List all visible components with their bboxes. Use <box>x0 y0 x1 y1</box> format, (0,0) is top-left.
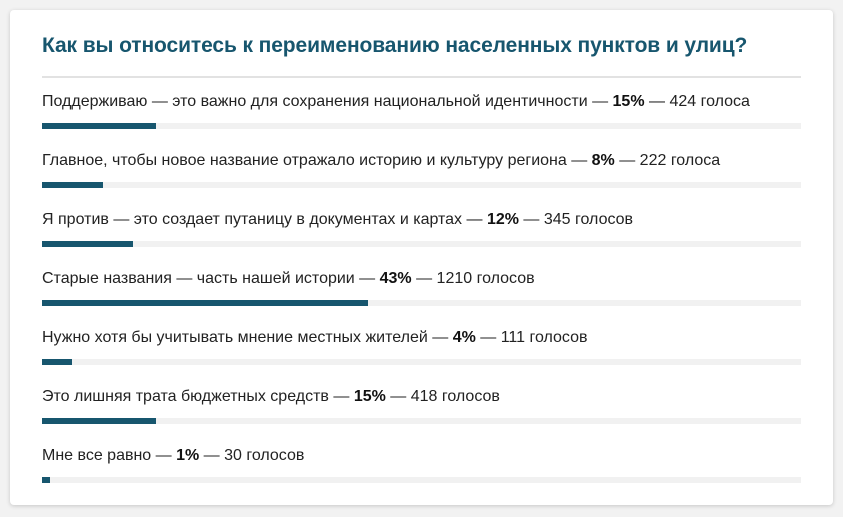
poll-option-votes: 424 голоса <box>669 93 750 110</box>
poll-question: Как вы относитесь к переименованию насел… <box>42 34 748 57</box>
poll-option-label: Это лишняя трата бюджетных средств <box>42 388 329 405</box>
poll-option: Старые названия — часть нашей истории — … <box>42 267 801 326</box>
poll-option-text: Главное, чтобы новое название отражало и… <box>42 152 721 169</box>
poll-option-bar-track <box>42 182 801 188</box>
poll-option-bar-track <box>42 418 801 424</box>
poll-option-bar-fill <box>42 241 134 247</box>
poll-option-bar-fill <box>42 477 50 483</box>
poll-option: Я против — это создает путаницу в докуме… <box>42 208 801 267</box>
poll-option-votes: 111 голосов <box>500 329 588 346</box>
poll-option-text: Мне все равно — 1% — 30 голосов <box>42 447 305 464</box>
poll-option-text: Я против — это создает путаницу в докуме… <box>42 211 634 228</box>
poll-option-percent: 1% <box>176 447 200 464</box>
poll-option-bar-fill <box>42 123 156 129</box>
poll-option-label: Нужно хотя бы учитывать мнение местных ж… <box>42 329 428 346</box>
poll-option-text: Поддерживаю — это важно для сохранения н… <box>42 93 750 110</box>
poll-options-list: Поддерживаю — это важно для сохранения н… <box>42 90 801 503</box>
poll-option-bar-track <box>42 241 801 247</box>
poll-option-label: Старые названия — часть нашей истории <box>42 270 355 287</box>
poll-results-card: Как вы относитесь к переименованию насел… <box>10 10 833 505</box>
poll-option-label: Поддерживаю — это важно для сохранения н… <box>42 93 588 110</box>
poll-option-label: Главное, чтобы новое название отражало и… <box>42 152 567 169</box>
poll-option-bar-fill <box>42 182 103 188</box>
poll-option-label: Я против — это создает путаницу в докуме… <box>42 211 463 228</box>
poll-option-bar-track <box>42 477 801 483</box>
poll-option-votes: 222 голоса <box>639 152 721 169</box>
poll-option-text: Старые названия — часть нашей истории — … <box>42 270 535 287</box>
poll-option-percent: 43% <box>379 270 412 287</box>
title-divider <box>42 76 801 78</box>
poll-option-votes: 30 голосов <box>224 447 305 464</box>
poll-option-votes: 1210 голосов <box>436 270 535 287</box>
poll-option-label: Мне все равно <box>42 447 152 464</box>
poll-option-percent: 12% <box>486 211 519 228</box>
poll-option-bar-track <box>42 359 801 365</box>
poll-option-bar-fill <box>42 300 369 306</box>
poll-option-bar-fill <box>42 418 156 424</box>
poll-option-text: Нужно хотя бы учитывать мнение местных ж… <box>42 329 588 346</box>
poll-option: Мне все равно — 1% — 30 голосов <box>42 444 801 503</box>
poll-option: Главное, чтобы новое название отражало и… <box>42 149 801 208</box>
poll-option-bar-track <box>42 123 801 129</box>
poll-option: Это лишняя трата бюджетных средств — 15%… <box>42 385 801 444</box>
poll-option-percent: 4% <box>452 329 476 346</box>
poll-option: Поддерживаю — это важно для сохранения н… <box>42 90 801 149</box>
poll-option-bar-fill <box>42 359 73 365</box>
poll-option-percent: 15% <box>612 93 645 110</box>
poll-option-text: Это лишняя трата бюджетных средств — 15%… <box>42 388 500 405</box>
poll-option-percent: 15% <box>353 388 386 405</box>
poll-option-votes: 418 голосов <box>410 388 500 405</box>
poll-option-bar-track <box>42 300 801 306</box>
poll-option-percent: 8% <box>591 152 615 169</box>
poll-option: Нужно хотя бы учитывать мнение местных ж… <box>42 326 801 385</box>
poll-option-votes: 345 голосов <box>543 211 634 228</box>
